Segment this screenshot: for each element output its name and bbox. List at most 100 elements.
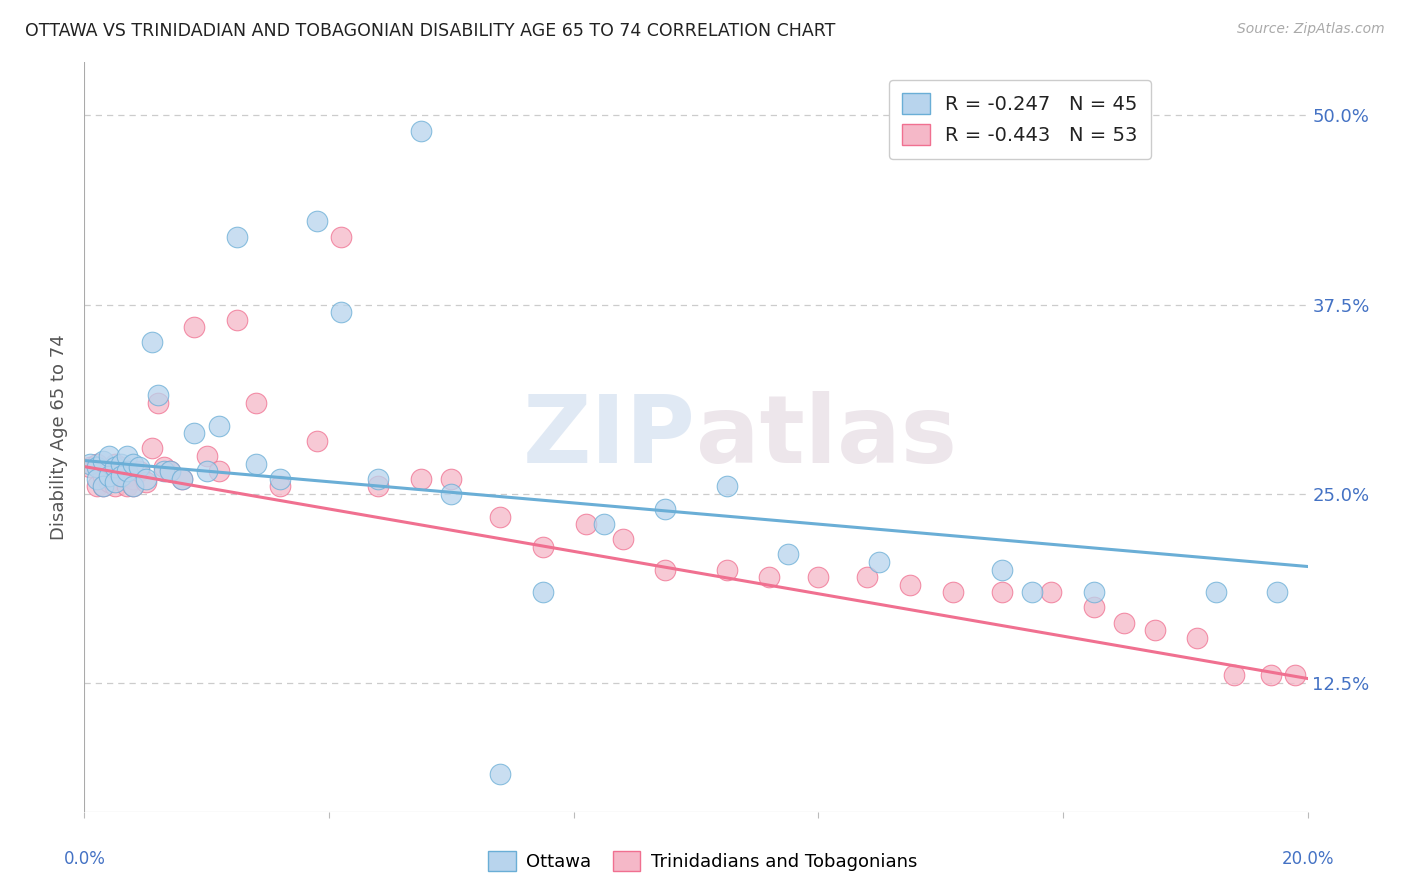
Point xyxy=(104,479,127,493)
Point xyxy=(122,479,145,493)
Point xyxy=(159,464,181,478)
Point xyxy=(593,517,616,532)
Point xyxy=(226,312,249,326)
Point xyxy=(716,562,738,576)
Point xyxy=(195,449,218,463)
Point xyxy=(86,472,108,486)
Point xyxy=(153,459,176,474)
Point xyxy=(330,305,353,319)
Point xyxy=(79,459,101,474)
Text: 20.0%: 20.0% xyxy=(1281,849,1334,868)
Point xyxy=(86,457,108,471)
Point xyxy=(942,585,965,599)
Point xyxy=(91,468,114,483)
Point xyxy=(110,459,132,474)
Point xyxy=(1223,668,1246,682)
Point xyxy=(110,468,132,483)
Point xyxy=(1114,615,1136,630)
Point xyxy=(128,459,150,474)
Point xyxy=(716,479,738,493)
Point xyxy=(135,472,157,486)
Point xyxy=(856,570,879,584)
Point xyxy=(654,502,676,516)
Point xyxy=(153,464,176,478)
Point xyxy=(367,479,389,493)
Point xyxy=(91,479,114,493)
Point xyxy=(1039,585,1062,599)
Y-axis label: Disability Age 65 to 74: Disability Age 65 to 74 xyxy=(51,334,69,540)
Point xyxy=(110,457,132,471)
Legend: R = -0.247   N = 45, R = -0.443   N = 53: R = -0.247 N = 45, R = -0.443 N = 53 xyxy=(889,79,1152,159)
Point xyxy=(183,320,205,334)
Point xyxy=(226,229,249,244)
Text: atlas: atlas xyxy=(696,391,957,483)
Point xyxy=(128,464,150,478)
Point xyxy=(489,767,512,781)
Point xyxy=(612,533,634,547)
Point xyxy=(122,472,145,486)
Point xyxy=(991,562,1014,576)
Point xyxy=(869,555,891,569)
Point xyxy=(1284,668,1306,682)
Point xyxy=(440,472,463,486)
Point xyxy=(115,479,138,493)
Text: ZIP: ZIP xyxy=(523,391,696,483)
Point xyxy=(195,464,218,478)
Point xyxy=(807,570,830,584)
Point xyxy=(305,214,328,228)
Point xyxy=(489,509,512,524)
Point xyxy=(135,475,157,489)
Point xyxy=(305,434,328,448)
Point xyxy=(97,468,120,483)
Point xyxy=(91,453,114,467)
Point xyxy=(1205,585,1227,599)
Point xyxy=(269,479,291,493)
Point xyxy=(86,459,108,474)
Point xyxy=(122,457,145,471)
Point xyxy=(330,229,353,244)
Point xyxy=(115,468,138,483)
Point xyxy=(1143,623,1166,637)
Point xyxy=(91,479,114,493)
Point xyxy=(367,472,389,486)
Point xyxy=(1021,585,1043,599)
Point xyxy=(104,475,127,489)
Point xyxy=(104,459,127,474)
Point xyxy=(208,464,231,478)
Point xyxy=(208,418,231,433)
Text: Source: ZipAtlas.com: Source: ZipAtlas.com xyxy=(1237,22,1385,37)
Point xyxy=(97,449,120,463)
Point xyxy=(122,479,145,493)
Point xyxy=(115,464,138,478)
Point xyxy=(172,472,194,486)
Point xyxy=(1260,668,1282,682)
Point xyxy=(141,442,163,456)
Point xyxy=(654,562,676,576)
Point xyxy=(758,570,780,584)
Point xyxy=(776,548,799,562)
Text: 0.0%: 0.0% xyxy=(63,849,105,868)
Point xyxy=(898,577,921,591)
Point xyxy=(531,540,554,554)
Point xyxy=(79,457,101,471)
Point xyxy=(245,396,267,410)
Point xyxy=(104,457,127,471)
Point xyxy=(1187,631,1209,645)
Point xyxy=(440,487,463,501)
Point xyxy=(110,468,132,483)
Point xyxy=(575,517,598,532)
Legend: Ottawa, Trinidadians and Tobagonians: Ottawa, Trinidadians and Tobagonians xyxy=(481,844,925,879)
Point xyxy=(409,123,432,137)
Text: OTTAWA VS TRINIDADIAN AND TOBAGONIAN DISABILITY AGE 65 TO 74 CORRELATION CHART: OTTAWA VS TRINIDADIAN AND TOBAGONIAN DIS… xyxy=(25,22,835,40)
Point xyxy=(146,388,169,402)
Point xyxy=(115,449,138,463)
Point xyxy=(991,585,1014,599)
Point xyxy=(1083,600,1105,615)
Point xyxy=(141,335,163,350)
Point xyxy=(159,464,181,478)
Point xyxy=(531,585,554,599)
Point xyxy=(245,457,267,471)
Point xyxy=(146,396,169,410)
Point xyxy=(1265,585,1288,599)
Point xyxy=(183,426,205,441)
